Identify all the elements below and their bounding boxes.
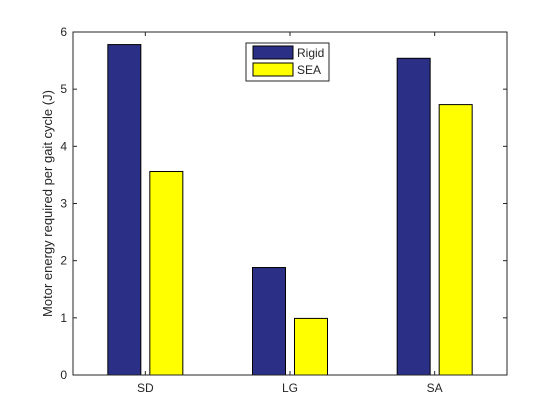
bar-rigid-sd bbox=[107, 44, 142, 376]
y-tick-label: 1 bbox=[60, 311, 67, 325]
y-tick-label: 0 bbox=[60, 368, 67, 382]
bar-rigid-sa bbox=[396, 57, 431, 376]
x-tick-label-lg: LG bbox=[282, 381, 298, 395]
x-axis-ticks: SD LG SA bbox=[137, 32, 443, 395]
y-tick-label: 2 bbox=[60, 254, 67, 268]
legend-label-sea: SEA bbox=[297, 63, 321, 77]
bar-sea-lg bbox=[294, 317, 328, 376]
plot-area bbox=[73, 32, 507, 375]
bar-sea-sd bbox=[149, 170, 184, 376]
y-tick-label: 4 bbox=[60, 139, 67, 153]
bar-rigid-lg bbox=[252, 267, 286, 376]
x-tick-label-sa: SA bbox=[427, 381, 443, 395]
legend: Rigid SEA bbox=[245, 42, 330, 82]
legend-swatch-sea bbox=[252, 62, 294, 77]
bar-sea-sa bbox=[438, 104, 473, 376]
legend-swatch-rigid bbox=[252, 45, 294, 60]
y-tick-label: 6 bbox=[60, 25, 67, 39]
y-tick-label: 3 bbox=[60, 197, 67, 211]
y-axis-label: Motor energy required per gait cycle (J) bbox=[40, 90, 55, 317]
y-axis-ticks: 0 1 2 3 4 5 6 bbox=[60, 25, 507, 382]
y-tick-label: 5 bbox=[60, 82, 67, 96]
bars-group bbox=[107, 44, 473, 376]
x-tick-label-sd: SD bbox=[137, 381, 154, 395]
legend-label-rigid: Rigid bbox=[297, 46, 324, 60]
